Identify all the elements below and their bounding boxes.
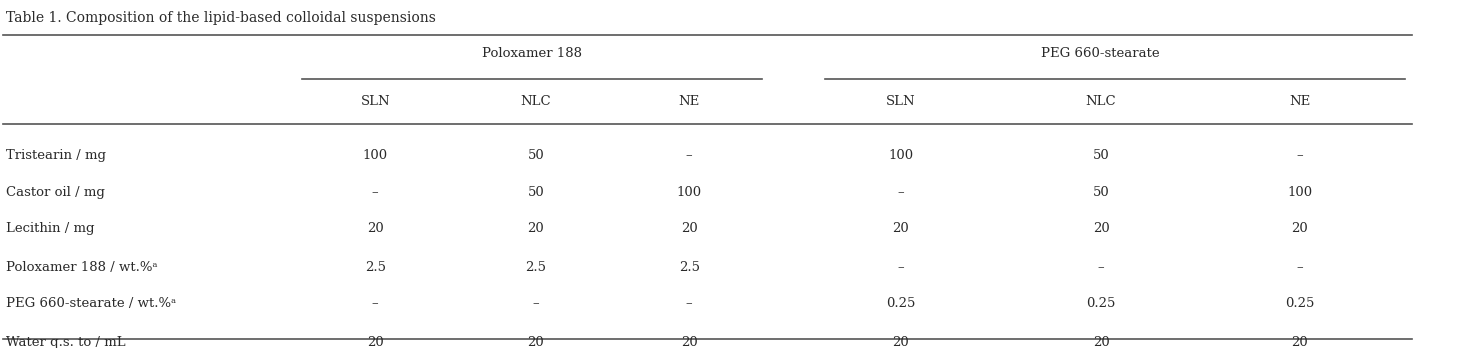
Text: 2.5: 2.5 [525, 261, 547, 274]
Text: NE: NE [679, 95, 699, 108]
Text: SLN: SLN [361, 95, 390, 108]
Text: 20: 20 [893, 222, 909, 236]
Text: 20: 20 [1292, 222, 1308, 236]
Text: Table 1. Composition of the lipid-based colloidal suspensions: Table 1. Composition of the lipid-based … [6, 11, 435, 25]
Text: 100: 100 [362, 149, 387, 162]
Text: 20: 20 [1092, 335, 1110, 348]
Text: PEG 660-stearate / wt.%ᵃ: PEG 660-stearate / wt.%ᵃ [6, 297, 176, 310]
Text: 20: 20 [528, 335, 544, 348]
Text: NE: NE [1289, 95, 1311, 108]
Text: Tristearin / mg: Tristearin / mg [6, 149, 106, 162]
Text: –: – [532, 297, 539, 310]
Text: PEG 660-stearate: PEG 660-stearate [1041, 47, 1160, 60]
Text: –: – [686, 149, 692, 162]
Text: NLC: NLC [520, 95, 551, 108]
Text: –: – [1296, 261, 1303, 274]
Text: 20: 20 [366, 222, 384, 236]
Text: Poloxamer 188: Poloxamer 188 [482, 47, 582, 60]
Text: 20: 20 [893, 335, 909, 348]
Text: –: – [1098, 261, 1104, 274]
Text: 50: 50 [528, 186, 544, 199]
Text: 100: 100 [1287, 186, 1312, 199]
Text: Lecithin / mg: Lecithin / mg [6, 222, 94, 236]
Text: 100: 100 [888, 149, 913, 162]
Text: 20: 20 [1092, 222, 1110, 236]
Text: 0.25: 0.25 [1286, 297, 1315, 310]
Text: 20: 20 [680, 222, 698, 236]
Text: 2.5: 2.5 [679, 261, 699, 274]
Text: –: – [897, 261, 905, 274]
Text: 20: 20 [366, 335, 384, 348]
Text: 2.5: 2.5 [365, 261, 386, 274]
Text: 100: 100 [677, 186, 702, 199]
Text: SLN: SLN [885, 95, 916, 108]
Text: 0.25: 0.25 [1086, 297, 1116, 310]
Text: 20: 20 [680, 335, 698, 348]
Text: 50: 50 [1092, 149, 1110, 162]
Text: –: – [372, 297, 378, 310]
Text: 20: 20 [528, 222, 544, 236]
Text: –: – [897, 186, 905, 199]
Text: Castor oil / mg: Castor oil / mg [6, 186, 104, 199]
Text: 50: 50 [1092, 186, 1110, 199]
Text: NLC: NLC [1086, 95, 1116, 108]
Text: –: – [372, 186, 378, 199]
Text: Water q.s. to / mL: Water q.s. to / mL [6, 335, 125, 348]
Text: –: – [1296, 149, 1303, 162]
Text: –: – [686, 297, 692, 310]
Text: 0.25: 0.25 [887, 297, 916, 310]
Text: 20: 20 [1292, 335, 1308, 348]
Text: 50: 50 [528, 149, 544, 162]
Text: Poloxamer 188 / wt.%ᵃ: Poloxamer 188 / wt.%ᵃ [6, 261, 157, 274]
